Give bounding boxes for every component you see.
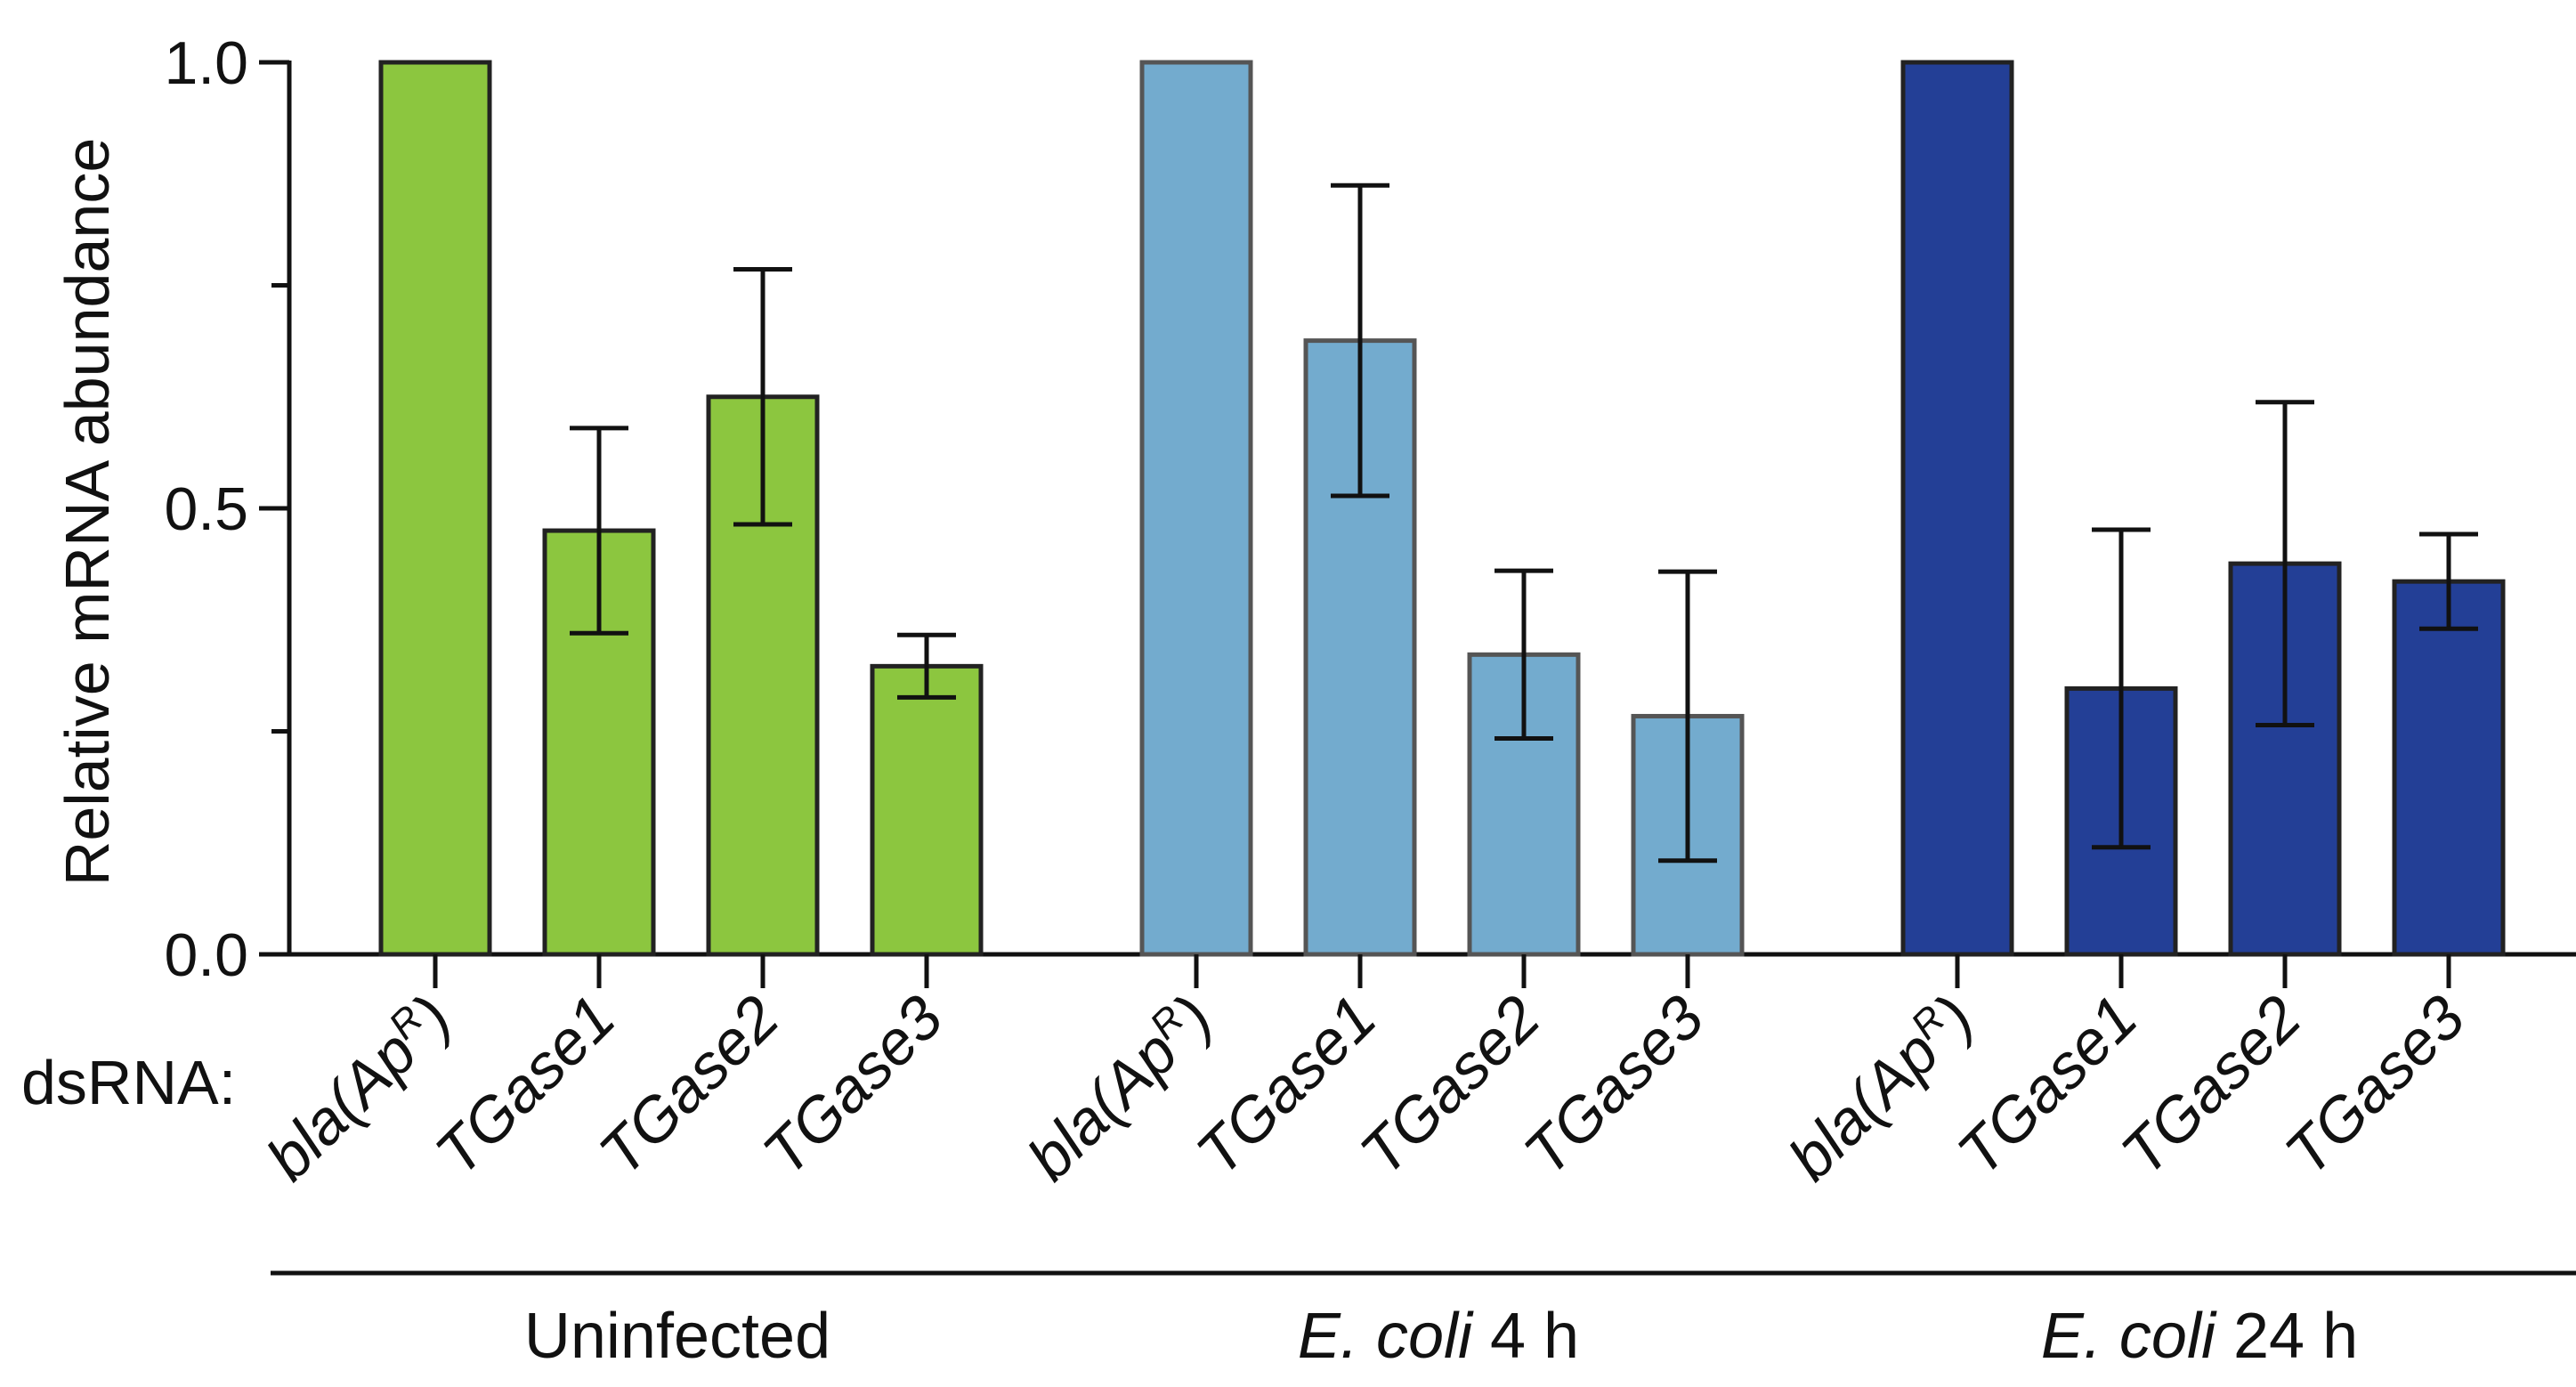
plot-area: 0.0 0.5 1.0	[164, 29, 2576, 989]
category-label: TGase1	[422, 982, 628, 1188]
y-tick-label: 0.0	[164, 921, 248, 989]
category-labels: bla(ApR)TGase1TGase2TGase3Uninfectedbla(…	[253, 982, 2576, 1372]
category-label: TGase1	[1183, 982, 1389, 1188]
bar	[870, 663, 984, 957]
category-label: TGase3	[749, 982, 955, 1188]
group-label: E. coli 4 h	[1298, 1301, 1579, 1372]
category-label: bla(ApR)	[1775, 982, 1987, 1194]
bar	[1900, 60, 2014, 957]
category-label: TGase3	[2272, 982, 2477, 1188]
y-tick-label: 0.5	[164, 475, 248, 543]
y-axis-title: Relative mRNA abundance	[53, 138, 122, 886]
y-tick-label: 1.0	[164, 29, 248, 97]
category-label: TGase1	[1944, 982, 2150, 1188]
group-label: E. coli 24 h	[2041, 1301, 2358, 1372]
category-label: TGase3	[1511, 982, 1716, 1188]
bar	[378, 60, 492, 957]
category-label: bla(ApR)	[253, 982, 465, 1194]
category-label: bla(ApR)	[1014, 982, 1226, 1194]
category-label: TGase2	[586, 982, 791, 1188]
category-label: TGase2	[2108, 982, 2313, 1188]
category-label: TGase2	[1347, 982, 1552, 1188]
bar	[1139, 60, 1253, 957]
bar	[2392, 579, 2506, 957]
group-label: Uninfected	[524, 1301, 830, 1372]
dsrna-prefix-label: dsRNA:	[21, 1048, 236, 1117]
